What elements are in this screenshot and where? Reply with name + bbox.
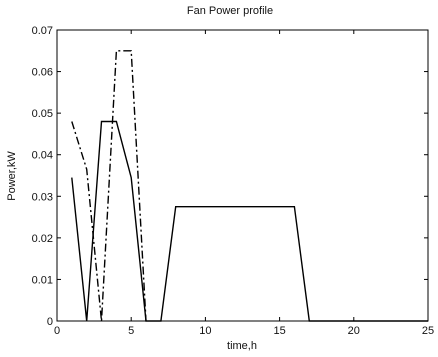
y-tick-label: 0.06 xyxy=(32,67,53,79)
x-tick-label: 0 xyxy=(54,325,60,337)
series-line-dash-dot xyxy=(71,50,147,322)
y-tick-label: 0.07 xyxy=(32,25,53,37)
chart-title: Fan Power profile xyxy=(187,5,273,17)
y-axis-label: Power,kW xyxy=(6,151,18,201)
plot-area xyxy=(56,29,429,322)
x-axis-label: time,h xyxy=(227,340,257,352)
x-tick-label: 20 xyxy=(348,325,360,337)
x-tick-label: 15 xyxy=(273,325,285,337)
x-tick-label: 25 xyxy=(422,325,434,337)
y-tick-label: 0 xyxy=(47,316,53,328)
y-tick-label: 0.04 xyxy=(32,150,53,162)
y-tick-label: 0.02 xyxy=(32,233,53,245)
y-tick-label: 0.01 xyxy=(32,274,53,286)
series-group xyxy=(71,50,428,322)
y-tick-label: 0.03 xyxy=(32,191,53,203)
axis-ticks: 0 5 10 15 20 25 0 0.01 0.02 0.03 0.04 0.05 0.06 0.07 xyxy=(32,25,435,337)
x-tick-label: 5 xyxy=(128,325,134,337)
x-tick-label: 10 xyxy=(199,325,211,337)
y-tick-label: 0.05 xyxy=(32,108,53,120)
